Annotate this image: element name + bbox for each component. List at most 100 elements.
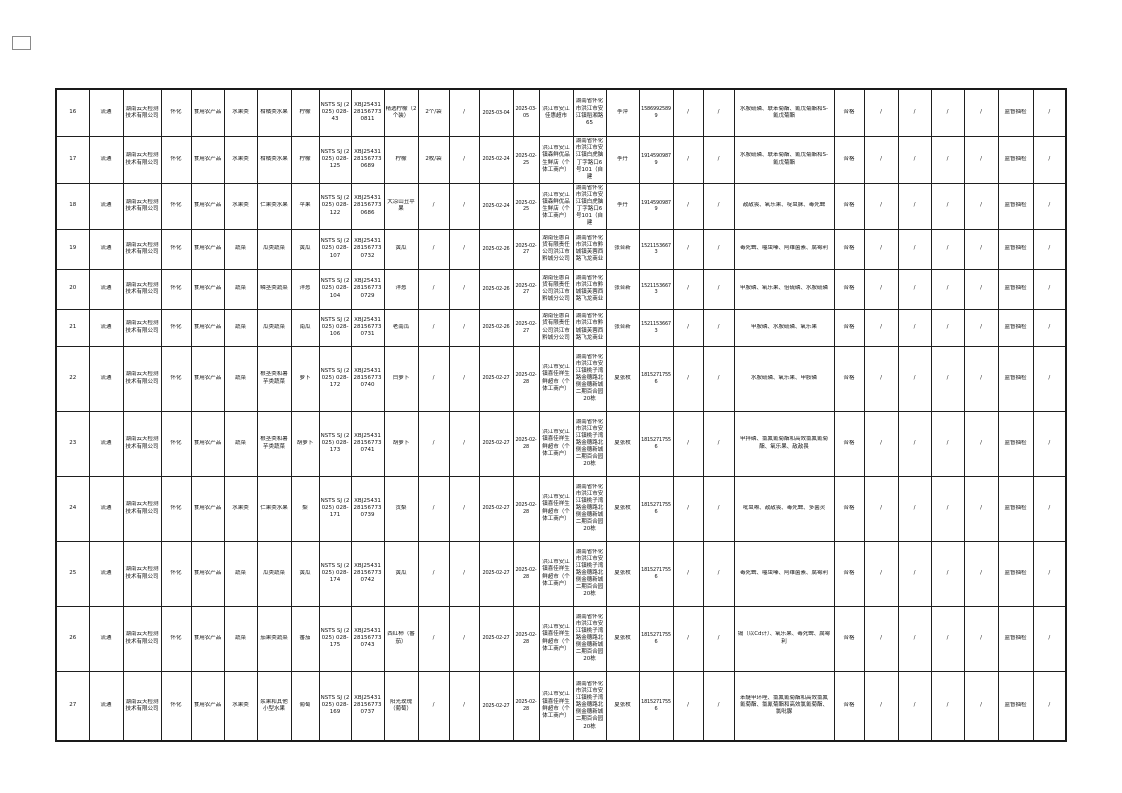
cell-brand: / xyxy=(448,268,480,310)
cell-contact-name-value: 夏张枚 xyxy=(614,569,631,576)
cell-date-tested-value: 2025-02-28 xyxy=(515,372,537,385)
cell-sample-name: 柠檬 xyxy=(383,135,419,184)
cell-contact-name-value: 张合新 xyxy=(614,323,631,330)
cell-sampled-unit-name: 湖南佳惠百货有限责任公司洪江市黔城分公司 xyxy=(538,228,574,270)
cell-blank-26-value: / xyxy=(946,569,949,576)
cell-result: 合格 xyxy=(833,540,865,607)
cell-seq-value: 25 xyxy=(69,569,77,576)
cell-food-subcategory: 蔬菜 xyxy=(223,268,258,310)
cell-task-type: 监督抽检 xyxy=(997,135,1034,184)
cell-sampled-unit-name-value: 洪江市安江镇喜佳祥生鲜超市（个体工商户） xyxy=(542,494,570,522)
cell-food-subcategory-value: 水果类 xyxy=(232,504,249,511)
cell-blank-26: / xyxy=(930,182,965,230)
cell-blank-27: / xyxy=(963,605,999,672)
cell-sample-name-value: 大凉山丑苹果 xyxy=(387,198,415,212)
cell-date-tested: 2025-02-28 xyxy=(512,410,540,477)
cell-sampling-stage-value: 流通 xyxy=(100,504,112,511)
cell-blank-26-value: / xyxy=(946,504,949,511)
cell-blank-27: / xyxy=(963,88,999,137)
cell-date-sampled: 2025-02-27 xyxy=(478,540,514,607)
cell-sampled-unit-address: 湖南省怀化市洪江市安江镇桃子湾路金穗路北侧金穗新城二期百合园20栋 xyxy=(572,475,607,542)
cell-blank-24-value: / xyxy=(880,109,882,116)
cell-result-value: 合格 xyxy=(843,109,855,116)
cell-sample-no: XBJ25431281567730741 xyxy=(350,410,385,477)
cell-food-variety: 柑橘类水果 xyxy=(256,135,292,184)
cell-sample-name-value: 洋葱 xyxy=(395,285,407,292)
cell-blank-24: / xyxy=(863,268,899,310)
cell-blank-29: / xyxy=(1032,135,1067,184)
table-row: 23 流通 湖南云天检测技术有限公司 怀化 食用农产品 蔬菜 根茎类和薯芋类蔬菜… xyxy=(55,410,1067,477)
cell-date-sampled: 2025-02-27 xyxy=(478,345,514,412)
cell-brand: / xyxy=(448,605,480,672)
cell-blank-29: / xyxy=(1032,228,1067,270)
cell-task-type-value: 监督抽检 xyxy=(1004,155,1027,162)
cell-blank-26: / xyxy=(930,410,965,477)
cell-seq: 25 xyxy=(55,540,90,607)
cell-food-category: 食用农产品 xyxy=(190,308,225,347)
cell-sampled-unit-address-value: 湖南省怀化市洪江市安江镇稻湘路65 xyxy=(575,98,604,126)
cell-testing-agency-value: 湖南云天检测技术有限公司 xyxy=(125,152,159,166)
cell-food-variety: 仁果类水果 xyxy=(256,182,292,230)
cell-food-category-value: 食用农产品 xyxy=(193,569,222,576)
cell-result: 合格 xyxy=(833,182,865,230)
cell-blank-29: / xyxy=(1032,410,1067,477)
corner-box xyxy=(12,36,31,50)
cell-blank-24: / xyxy=(863,670,899,742)
table-row: 26 流通 湖南云天检测技术有限公司 怀化 食用农产品 蔬菜 茄果类蔬菜 番茄 … xyxy=(55,605,1067,672)
cell-date-tested-value: 2025-03-05 xyxy=(515,106,537,119)
cell-blank-20: / xyxy=(672,670,704,742)
cell-sampled-unit-name: 洪江市安江镇森鲜优品生鲜店（个体工商户） xyxy=(538,182,574,230)
cell-sample-name-value: 黄瓜 xyxy=(395,569,407,576)
cell-test-items-value: 甲胺磷、氧乐果、倍硫磷、水胺硫磷 xyxy=(739,285,828,292)
cell-food-subcategory-value: 蔬菜 xyxy=(234,569,246,576)
cell-blank-24: / xyxy=(863,540,899,607)
cell-blank-21: / xyxy=(702,228,735,270)
cell-sampled-unit-address: 湖南省怀化市洪江市安江镇桃子湾路金穗路北侧金穗新城二期百合园20栋 xyxy=(572,670,607,742)
cell-testing-agency-value: 湖南云天检测技术有限公司 xyxy=(125,501,159,515)
cell-blank-21: / xyxy=(702,540,735,607)
cell-food-subcategory: 蔬菜 xyxy=(223,308,258,347)
cell-task-type: 监督抽检 xyxy=(997,345,1034,412)
cell-blank-26: / xyxy=(930,88,965,137)
cell-blank-27-value: / xyxy=(980,569,982,576)
cell-region: 怀化 xyxy=(160,308,192,347)
cell-result-value: 合格 xyxy=(843,569,855,576)
cell-brand: / xyxy=(448,540,480,607)
cell-task-type: 监督抽检 xyxy=(997,410,1034,477)
cell-testing-agency-value: 湖南云天检测技术有限公司 xyxy=(125,241,159,255)
cell-date-tested-value: 2025-02-28 xyxy=(515,567,537,580)
cell-testing-agency: 湖南云天检测技术有限公司 xyxy=(122,135,162,184)
cell-brand: / xyxy=(448,670,480,742)
cell-sampling-stage: 流通 xyxy=(88,540,124,607)
cell-result-value: 合格 xyxy=(843,323,855,330)
cell-brand-value: / xyxy=(463,155,465,162)
cell-blank-24: / xyxy=(863,228,899,270)
cell-sampled-unit-name-value: 洪江市安江镇喜佳祥生鲜超市（个体工商户） xyxy=(542,691,570,719)
cell-contact-name-value: 夏张枚 xyxy=(614,634,631,641)
cell-date-tested-value: 2025-02-28 xyxy=(515,437,537,450)
cell-food-subcategory-value: 蔬菜 xyxy=(234,439,246,446)
cell-sampled-unit-address: 湖南省怀化市洪江市安江镇稻湘路65 xyxy=(572,88,607,137)
cell-blank-26-value: / xyxy=(946,702,949,709)
cell-seq: 22 xyxy=(55,345,90,412)
cell-sample-no-value: XBJ25431281567730731 xyxy=(353,316,382,338)
cell-sampling-sheet-no-value: NSTS SJ (2025) 028-171 xyxy=(320,497,350,519)
cell-food-subcategory-value: 蔬菜 xyxy=(234,634,246,641)
cell-region: 怀化 xyxy=(160,228,192,270)
cell-contact-phone-value: 15211536673 xyxy=(641,321,671,334)
cell-sampling-stage-value: 流通 xyxy=(100,109,112,116)
cell-spec-value: / xyxy=(432,202,435,209)
cell-blank-25-value: / xyxy=(913,245,916,252)
cell-brand-value: / xyxy=(463,569,465,576)
cell-food-subcategory: 蔬菜 xyxy=(223,540,258,607)
cell-task-type-value: 监督抽检 xyxy=(1004,504,1027,511)
cell-food-variety: 根茎类和薯芋类蔬菜 xyxy=(256,410,292,477)
cell-sample-name: 黄瓜 xyxy=(383,228,419,270)
cell-contact-name: 张合新 xyxy=(605,308,640,347)
cell-date-tested: 2025-02-28 xyxy=(512,345,540,412)
cell-sampled-unit-address: 湖南省怀化市洪江市黔城镇芙蓉西路飞龙商业 xyxy=(572,228,607,270)
cell-sample-name-value: 阳光玫瑰（葡萄） xyxy=(389,698,412,712)
cell-blank-21-value: / xyxy=(717,109,720,116)
cell-food-variety: 柑橘类水果 xyxy=(256,88,292,137)
cell-seq-value: 26 xyxy=(69,634,77,641)
